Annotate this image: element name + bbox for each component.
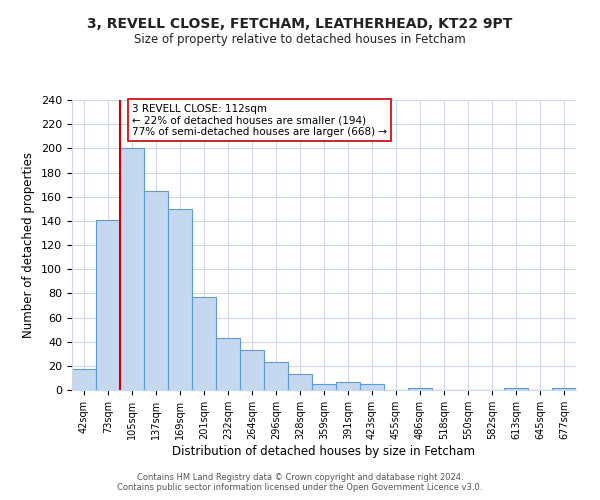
Y-axis label: Number of detached properties: Number of detached properties — [22, 152, 35, 338]
X-axis label: Distribution of detached houses by size in Fetcham: Distribution of detached houses by size … — [173, 444, 476, 458]
Text: 3 REVELL CLOSE: 112sqm
← 22% of detached houses are smaller (194)
77% of semi-de: 3 REVELL CLOSE: 112sqm ← 22% of detached… — [132, 104, 387, 137]
Text: Contains HM Land Registry data © Crown copyright and database right 2024.: Contains HM Land Registry data © Crown c… — [137, 474, 463, 482]
Bar — [72, 370, 96, 390]
Bar — [96, 220, 120, 390]
Bar — [216, 338, 240, 390]
Bar — [552, 388, 576, 390]
Bar — [360, 384, 384, 390]
Bar — [312, 384, 336, 390]
Bar — [288, 374, 312, 390]
Bar — [240, 350, 264, 390]
Bar — [168, 209, 192, 390]
Text: Size of property relative to detached houses in Fetcham: Size of property relative to detached ho… — [134, 32, 466, 46]
Bar — [408, 388, 432, 390]
Text: 3, REVELL CLOSE, FETCHAM, LEATHERHEAD, KT22 9PT: 3, REVELL CLOSE, FETCHAM, LEATHERHEAD, K… — [88, 18, 512, 32]
Bar — [504, 388, 528, 390]
Bar — [120, 148, 144, 390]
Bar — [192, 297, 216, 390]
Text: Contains public sector information licensed under the Open Government Licence v3: Contains public sector information licen… — [118, 484, 482, 492]
Bar — [144, 190, 168, 390]
Bar — [264, 362, 288, 390]
Bar — [336, 382, 360, 390]
